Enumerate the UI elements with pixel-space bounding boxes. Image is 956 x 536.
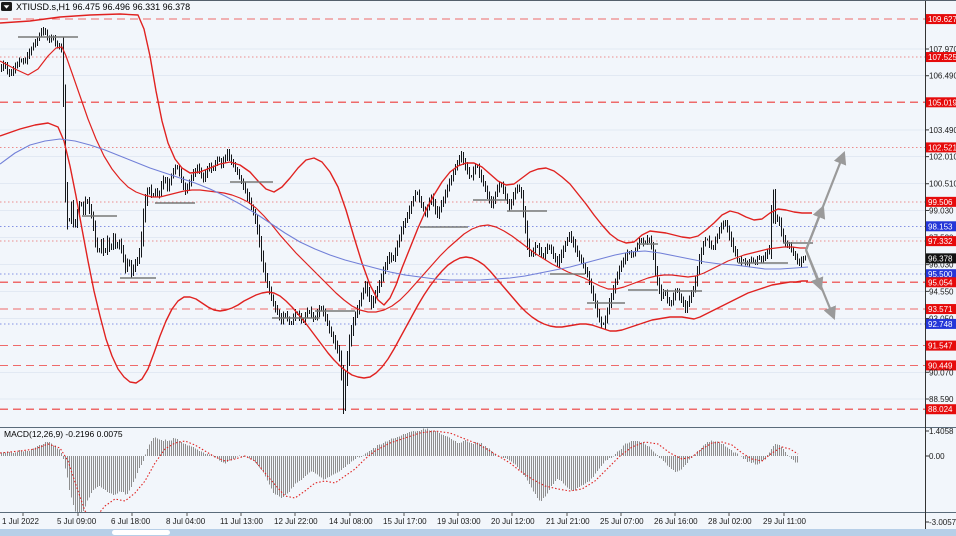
time-axis-label: 12 Jul 22:00 — [274, 517, 318, 526]
time-axis-label: 15 Jul 17:00 — [383, 517, 427, 526]
price-level-badge — [926, 97, 956, 108]
price-level-badge-label: 102.521 — [928, 143, 956, 152]
scrollbar-track[interactable] — [0, 529, 956, 536]
price-level-badge-label: 93.571 — [928, 305, 953, 314]
price-level-badge-label: 98.153 — [928, 222, 953, 231]
price-level-badge — [926, 253, 956, 264]
macd-indicator-label: MACD(12,26,9) -0.2196 0.0075 — [4, 429, 123, 439]
price-level-badge-label: 105.019 — [928, 98, 956, 107]
price-level-badge-label: 95.054 — [928, 278, 953, 287]
time-axis-label: 20 Jul 12:00 — [491, 517, 535, 526]
price-level-badge — [926, 304, 956, 315]
price-level-badge-label: 97.332 — [928, 237, 953, 246]
price-level-badge-label: 107.525 — [928, 53, 956, 62]
price-axis-label: 99.030 — [929, 206, 954, 215]
price-level-badge-label: 95.500 — [928, 270, 953, 279]
macd-indicator-pane — [0, 428, 799, 512]
price-axis-label: 100.510 — [929, 180, 956, 189]
time-axis-label: 8 Jul 04:00 — [166, 517, 206, 526]
price-axis-label: 94.550 — [929, 287, 954, 296]
chevron-down-icon — [3, 5, 10, 9]
time-axis-label: 21 Jul 21:00 — [546, 517, 590, 526]
price-level-badge-label: 88.024 — [928, 405, 953, 414]
price-level-badge — [926, 236, 956, 247]
macd-axis-label: 0.00 — [929, 452, 945, 461]
time-axis-label: 28 Jul 02:00 — [708, 517, 752, 526]
chart-title-ohlc: XTIUSD.s,H1 96.475 96.496 96.331 96.378 — [16, 2, 190, 12]
price-axis-label: 107.970 — [929, 45, 956, 54]
bollinger-upper-band — [0, 13, 812, 306]
chart-canvas[interactable] — [0, 1, 925, 512]
macd-axis-label: -3.0057 — [929, 518, 956, 527]
price-level-badge-label: 109.627 — [928, 15, 956, 24]
price-level-badge — [926, 340, 956, 351]
price-level-badge — [926, 221, 956, 232]
price-level-badge-label: 91.547 — [928, 342, 953, 351]
swing-level-segments — [18, 36, 813, 319]
price-level-badge — [926, 142, 956, 153]
time-axis-label: 14 Jul 08:00 — [329, 517, 373, 526]
price-level-badge — [926, 360, 956, 371]
time-axis-label: 5 Jul 09:00 — [57, 517, 97, 526]
time-axis-label: 26 Jul 16:00 — [654, 517, 698, 526]
bollinger-middle-band — [0, 46, 808, 313]
horizontal-scrollbar — [0, 529, 956, 536]
price-level-badge — [926, 404, 956, 415]
price-level-badge — [926, 318, 956, 329]
time-axis-label: 25 Jul 07:00 — [600, 517, 644, 526]
price-level-badge-label: 92.748 — [928, 320, 953, 329]
price-axis-label: 106.490 — [929, 72, 956, 81]
price-level-badge-label: 96.378 — [928, 254, 953, 263]
bollinger-lower-band — [0, 122, 808, 384]
price-axis-label: 103.490 — [929, 126, 956, 135]
price-level-badge-label: 99.506 — [928, 198, 953, 207]
scrollbar-thumb[interactable] — [112, 530, 170, 535]
price-axis-label: 90.070 — [929, 368, 954, 377]
forecast-arrow — [804, 249, 836, 321]
macd-axis-label: 1.4058 — [929, 427, 954, 436]
forecast-arrow — [804, 150, 847, 251]
price-axis-label: 102.010 — [929, 153, 956, 162]
moving-average-line — [0, 138, 809, 281]
price-level-badge — [926, 52, 956, 63]
price-level-badge-label: 90.449 — [928, 361, 953, 370]
price-level-badge — [926, 14, 956, 25]
main-price-pane — [0, 13, 925, 414]
time-axis-label: 1 Jul 2022 — [2, 517, 39, 526]
time-axis-label: 19 Jul 03:00 — [437, 517, 481, 526]
chart-header: XTIUSD.s,H1 96.475 96.496 96.331 96.378 — [1, 2, 190, 12]
grid-lines — [0, 48, 925, 400]
time-axis[interactable]: 1 Jul 2022 5 Jul 09:00 6 Jul 18:00 8 Jul 04… — [2, 513, 807, 526]
time-axis-label: 11 Jul 13:00 — [220, 517, 264, 526]
macd-histogram — [0, 428, 799, 512]
horizontal-level-lines — [0, 18, 925, 410]
bollinger-bands — [0, 13, 812, 384]
price-level-badge — [926, 277, 956, 288]
price-level-badge — [926, 196, 956, 207]
moving-average-blue — [0, 138, 809, 281]
price-level-badge — [926, 269, 956, 280]
time-axis-label: 6 Jul 18:00 — [111, 517, 151, 526]
price-axis-label: 96.030 — [929, 261, 954, 270]
time-axis-label: 29 Jul 11:00 — [763, 517, 807, 526]
forecast-arrows — [804, 150, 847, 321]
price-axis-label: 88.590 — [929, 395, 954, 404]
macd-axis[interactable]: 1.4058 0.00 -3.0057 — [925, 427, 956, 527]
